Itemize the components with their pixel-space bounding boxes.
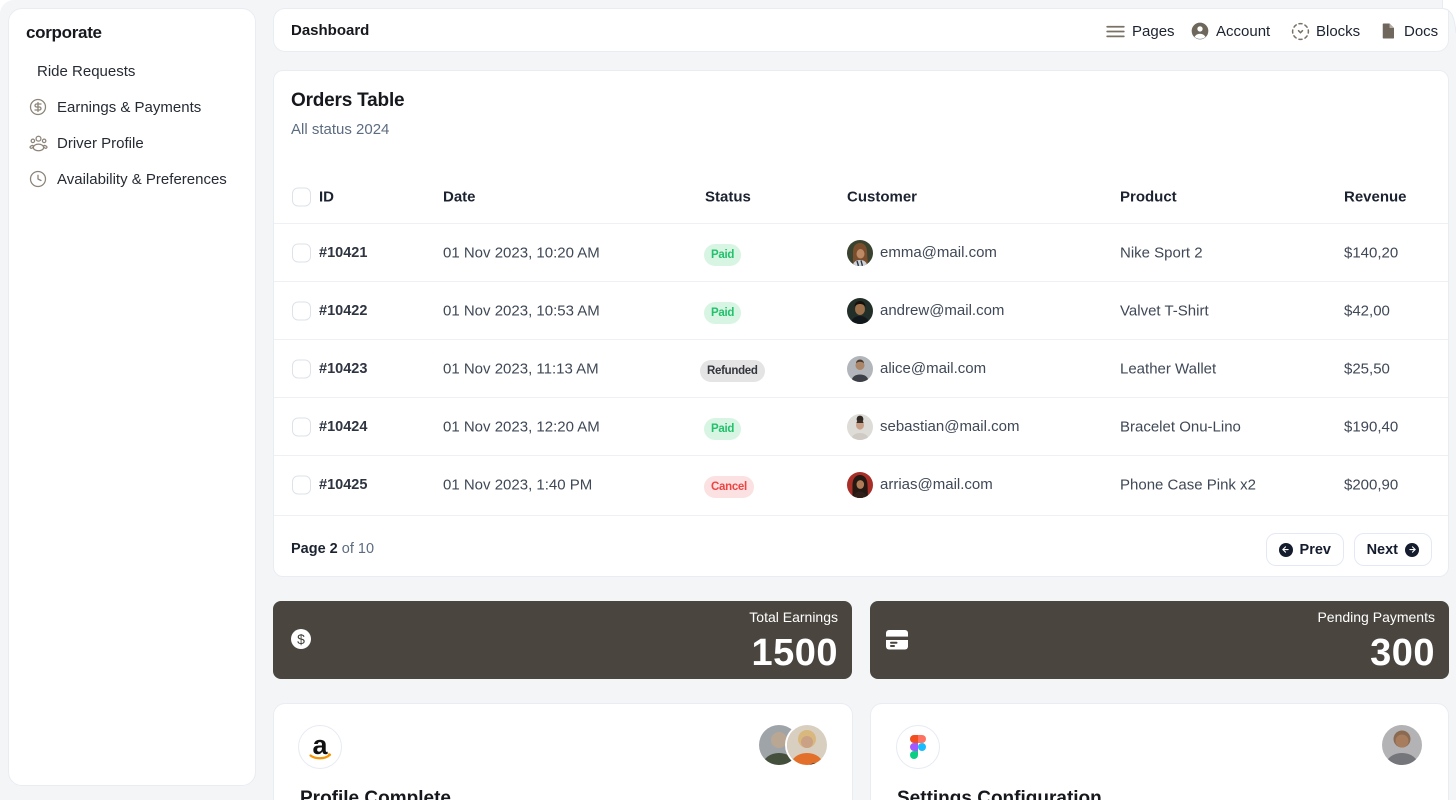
svg-text:$: $ (297, 631, 305, 647)
svg-text:a: a (312, 731, 328, 760)
